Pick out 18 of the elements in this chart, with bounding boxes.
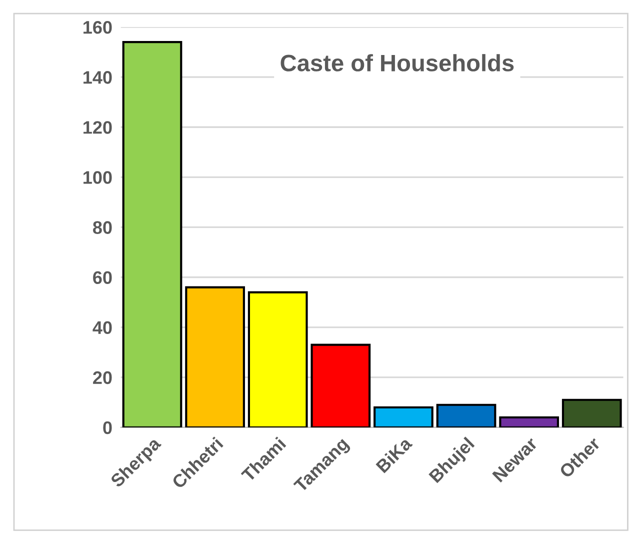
y-tick-label: 60 xyxy=(93,271,112,284)
bar xyxy=(499,416,560,428)
y-tick-label: 160 xyxy=(84,20,112,34)
bar xyxy=(185,286,245,428)
bar xyxy=(310,344,371,428)
text: Caste of Households xyxy=(280,54,514,72)
y-tick-label: 100 xyxy=(84,171,112,184)
y-tick-label: 120 xyxy=(84,121,112,134)
bar xyxy=(436,404,496,428)
y-tick-label: 40 xyxy=(92,321,112,334)
y-tick-label: 20 xyxy=(93,371,112,384)
y-tick-label: 140 xyxy=(84,71,112,84)
bar xyxy=(248,291,308,428)
y-tick-label: 80 xyxy=(93,221,112,234)
bar xyxy=(122,41,182,428)
bar xyxy=(562,398,622,428)
bar xyxy=(374,406,434,428)
y-tick-label: 0 xyxy=(103,421,112,434)
